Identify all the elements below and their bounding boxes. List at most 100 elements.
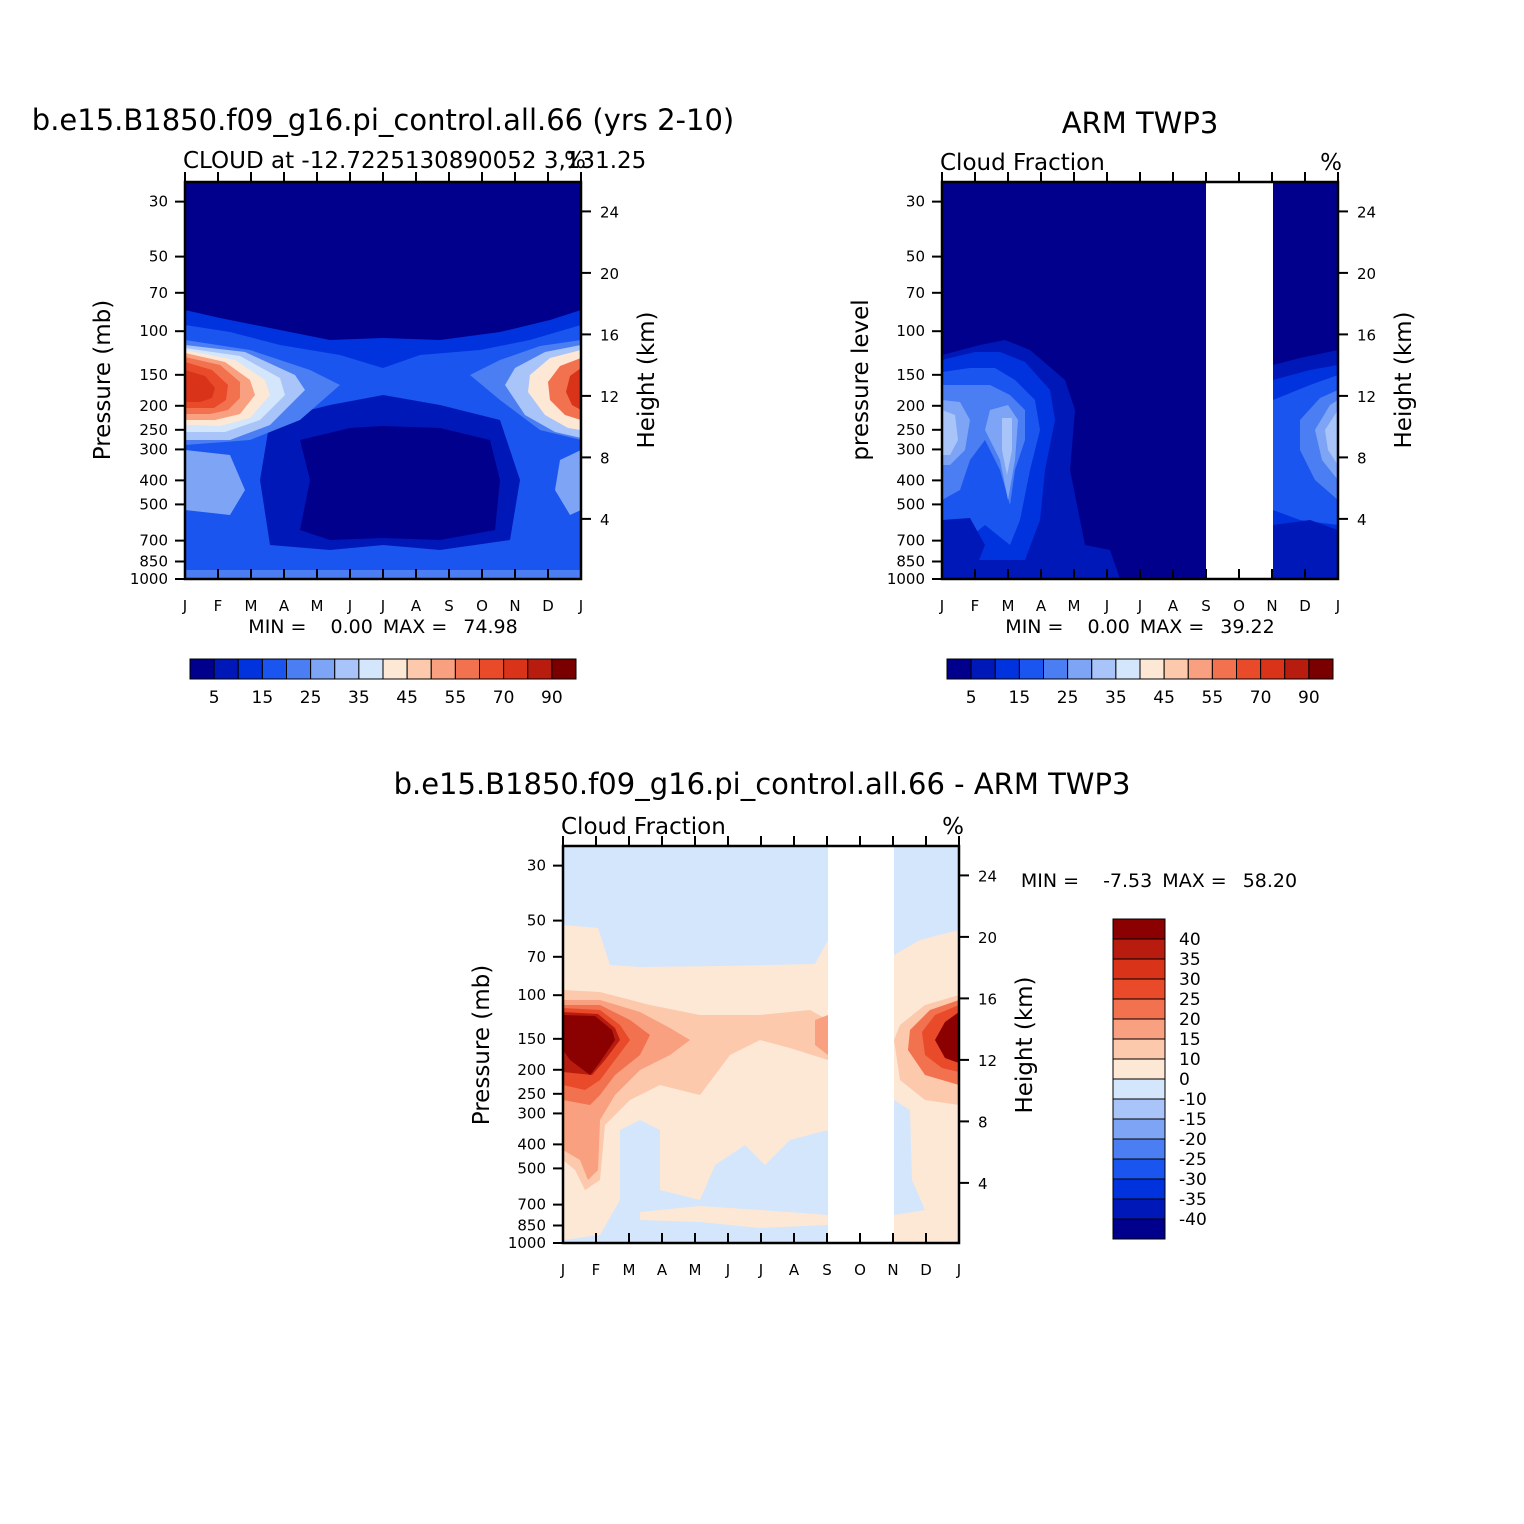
minmax-model: MIN = 0.00 MAX = 74.98 [248, 616, 517, 638]
p2-missing-sep [1206, 182, 1273, 579]
obs-y2tick-label: 24 [1357, 203, 1376, 221]
diff-y2tick-label: 20 [978, 929, 997, 947]
diff-ytick-label: 300 [517, 1104, 546, 1122]
colorbar-model-swatch [479, 658, 505, 680]
colorbar-obs-swatch [1308, 658, 1334, 680]
colorbar-diff-label: 40 [1179, 930, 1201, 950]
obs-xtick-label: M [1068, 597, 1081, 615]
colorbar-diff-swatch [1112, 918, 1166, 940]
y2label-obs: Height (km) [1391, 311, 1417, 448]
diff-xtick-label: J [725, 1261, 730, 1279]
obs-ytick-label: 300 [896, 440, 925, 458]
colorbar-obs-swatch [1139, 658, 1165, 680]
max-value-obs: 39.22 [1220, 616, 1274, 638]
obs-xtick-label: A [1168, 597, 1179, 615]
colorbar-model-swatch [551, 658, 577, 680]
min-value-obs: 0.00 [1088, 616, 1130, 638]
colorbar-obs-label: 35 [1105, 688, 1127, 708]
ylabel-diff: Pressure (mb) [469, 965, 495, 1125]
colorbar-model-swatch [213, 658, 239, 680]
model-ytick-label: 300 [139, 440, 168, 458]
p3-missing-sep [828, 846, 894, 1243]
max-label-model: MAX = [383, 616, 447, 638]
diff-ytick-label: 400 [517, 1135, 546, 1153]
diff-xtick-label: A [657, 1261, 668, 1279]
p3-pos-strip [640, 1206, 828, 1228]
diff-xtick-label: O [854, 1261, 866, 1279]
model-y2tick-label: 24 [600, 203, 619, 221]
obs-ytick-label: 400 [896, 471, 925, 489]
p1-right-blob-5 [566, 368, 581, 410]
colorbar-diff-label: -40 [1179, 1210, 1207, 1230]
panel-diff-title: b.e15.B1850.f09_g16.pi_control.all.66 - … [394, 767, 1131, 801]
colorbar-diff-label: 20 [1179, 1010, 1201, 1030]
max-value-diff: 58.20 [1243, 870, 1297, 892]
diff-ytick-label: 700 [517, 1196, 546, 1214]
diff-ytick-label: 150 [517, 1030, 546, 1048]
colorbar-diff-label: 15 [1179, 1030, 1201, 1050]
model-y2tick-label: 16 [600, 326, 619, 344]
model-ytick-label: 250 [139, 421, 168, 439]
plot-area-model [185, 182, 581, 579]
colorbar-obs-label: 15 [1009, 688, 1031, 708]
colorbar-diff-swatch [1112, 1038, 1166, 1060]
panel-obs-subtitle: Cloud Fraction [940, 150, 1105, 176]
model-xtick-label: A [279, 597, 290, 615]
p1-left-light-lower [185, 450, 245, 515]
colorbar-obs-swatch [1163, 658, 1189, 680]
diff-ytick-label: 850 [517, 1217, 546, 1235]
diff-ytick-label: 500 [517, 1159, 546, 1177]
colorbar-diff-label: -15 [1179, 1110, 1207, 1130]
model-ytick-label: 70 [149, 284, 168, 302]
model-y2tick-label: 12 [600, 388, 619, 406]
model-xtick-label: N [509, 597, 520, 615]
colorbar-obs-swatch [1115, 658, 1141, 680]
colorbar-model-swatch [430, 658, 456, 680]
colorbar-model-swatch [406, 658, 432, 680]
diff-ytick-label: 50 [527, 912, 546, 930]
colorbar-model-label: 90 [541, 688, 563, 708]
ylabel-model: Pressure (mb) [90, 300, 116, 460]
max-value-model: 74.98 [463, 616, 517, 638]
obs-xtick-label: J [1104, 597, 1109, 615]
obs-y2tick-label: 4 [1357, 511, 1367, 529]
colorbar-obs-swatch [1260, 658, 1286, 680]
p2-contour-7 [942, 410, 958, 455]
min-value-model: 0.00 [331, 616, 373, 638]
diff-xtick-label: J [956, 1261, 961, 1279]
obs-xtick-label: N [1266, 597, 1277, 615]
minmax-diff: MIN = -7.53 MAX = 58.20 [1021, 870, 1297, 892]
obs-xtick-label: J [1335, 597, 1340, 615]
colorbar-model-label: 35 [348, 688, 370, 708]
colorbar-obs-swatch [994, 658, 1020, 680]
obs-ytick-label: 250 [896, 421, 925, 439]
diff-y2tick-label: 16 [978, 990, 997, 1008]
colorbar-model-swatch [286, 658, 312, 680]
colorbar-diff-label: -25 [1179, 1150, 1207, 1170]
p2-contour-8 [1002, 418, 1012, 475]
colorbar-diff-swatch [1112, 998, 1166, 1020]
panel-model: b.e15.B1850.f09_g16.pi_control.all.66 (y… [32, 103, 734, 708]
model-ytick-label: 30 [149, 193, 168, 211]
diff-xtick-label: A [789, 1261, 800, 1279]
colorbar-model-label: 5 [209, 688, 220, 708]
colorbar-model-swatch [503, 658, 529, 680]
colorbar-diff-swatch [1112, 1158, 1166, 1180]
colorbar-model-swatch [189, 658, 215, 680]
colorbar-diff-label: -35 [1179, 1190, 1207, 1210]
ylabel-obs: pressure level [848, 299, 874, 460]
diff-y2tick-label: 24 [978, 867, 997, 885]
panel-diff-subtitle: Cloud Fraction [561, 814, 726, 840]
diff-xtick-label: M [623, 1261, 636, 1279]
p2-right-contour-6 [1325, 410, 1338, 465]
obs-y2tick-label: 16 [1357, 326, 1376, 344]
colorbar-model-swatch [334, 658, 360, 680]
colorbar-diff-swatch [1112, 1218, 1166, 1240]
diff-xtick-label: S [822, 1261, 832, 1279]
diff-ytick-label: 250 [517, 1085, 546, 1103]
model-ytick-label: 850 [139, 553, 168, 571]
model-ytick-label: 700 [139, 532, 168, 550]
colorbar-model-swatch [261, 658, 287, 680]
